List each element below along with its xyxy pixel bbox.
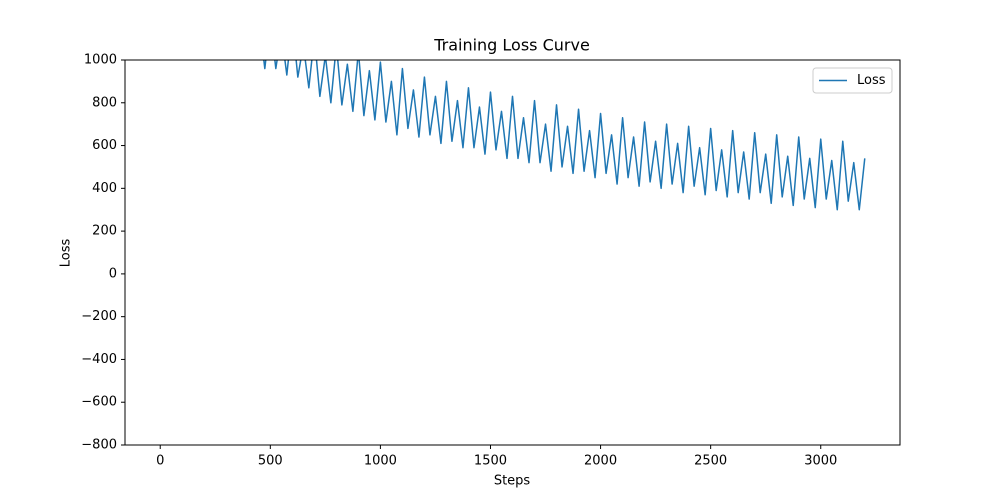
y-tick-label: 0: [109, 266, 117, 281]
y-axis-label: Loss: [59, 239, 74, 268]
x-tick-label: 1000: [364, 454, 397, 469]
x-axis-label: Steps: [494, 474, 531, 489]
legend-label: Loss: [857, 73, 886, 88]
x-tick-label: 3000: [804, 454, 837, 469]
y-tick-label: 600: [92, 138, 117, 153]
x-tick-label: 0: [156, 454, 164, 469]
x-tick-label: 500: [258, 454, 283, 469]
x-tick-label: 2500: [694, 454, 727, 469]
x-tick-label: 1500: [474, 454, 507, 469]
y-tick-label: 800: [92, 95, 117, 110]
plot-area: [263, 60, 866, 211]
y-tick-label: 200: [92, 224, 117, 239]
y-tick-label: −600: [81, 395, 117, 410]
y-tick-label: −400: [81, 352, 117, 367]
legend-box: [812, 67, 893, 94]
y-tick-label: −200: [81, 309, 117, 324]
y-tick-label: 1000: [84, 53, 117, 68]
chart-title: Training Loss Curve: [433, 36, 590, 55]
loss-line: [263, 60, 866, 211]
y-tick-label: 400: [92, 181, 117, 196]
axes-frame: [124, 59, 901, 446]
x-tick-label: 2000: [584, 454, 617, 469]
y-tick-label: −800: [81, 438, 117, 453]
